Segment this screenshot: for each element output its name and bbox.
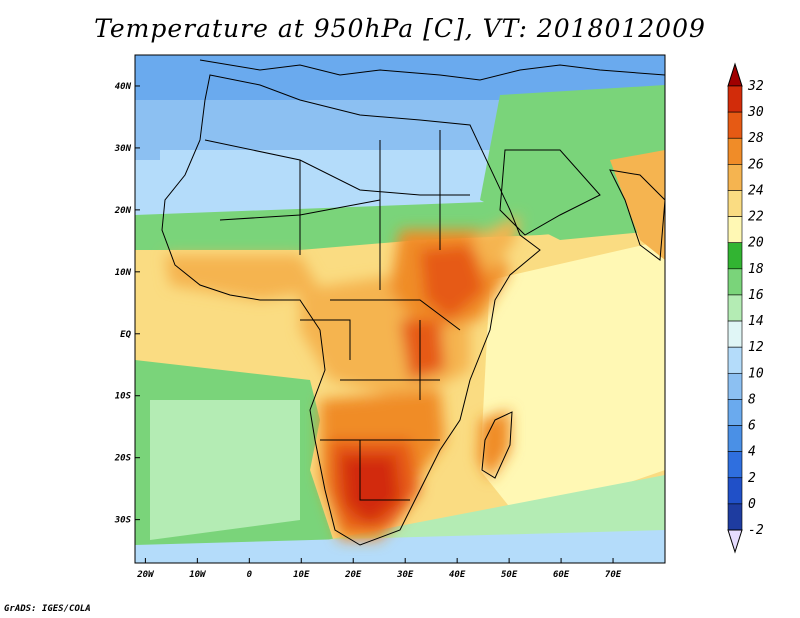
lon-tick-label-2: 0 bbox=[247, 570, 253, 580]
colorbar-label-0: -2 bbox=[748, 523, 764, 538]
colorbar-box-4 bbox=[727, 190, 743, 217]
lat-tick-label-4: EQ bbox=[120, 330, 131, 340]
colorbar-label-17: 32 bbox=[747, 79, 764, 94]
colorbar-box-9 bbox=[727, 320, 743, 348]
plot-frame bbox=[134, 54, 666, 564]
lat-tick-label-6: 20S bbox=[114, 454, 132, 464]
colorbar-label-4: 6 bbox=[748, 419, 756, 434]
colorbar-box-14 bbox=[727, 451, 743, 479]
lon-tick-label-5: 30E bbox=[396, 570, 414, 580]
colorbar-label-6: 10 bbox=[748, 366, 764, 381]
colorbar-box-16 bbox=[727, 503, 743, 531]
blob-great-lakes bbox=[400, 320, 445, 380]
blob-west-africa bbox=[165, 255, 320, 300]
colorbar-bottom-arrow bbox=[727, 529, 743, 554]
band-sahel bbox=[135, 175, 665, 260]
colorbar-top-arrow bbox=[727, 62, 743, 87]
colorbar-box-5 bbox=[727, 216, 743, 244]
blob-kalahari-core bbox=[340, 455, 400, 525]
border-6 bbox=[330, 299, 461, 331]
colorbar-label-2: 2 bbox=[748, 471, 756, 486]
lon-tick-label-4: 20E bbox=[344, 570, 362, 580]
coastlines bbox=[161, 59, 665, 546]
credit-text: GrADS: IGES/COLA bbox=[4, 604, 91, 614]
lat-tick-label-1: 30N bbox=[114, 144, 132, 154]
colorbar-label-3: 4 bbox=[748, 445, 756, 460]
band-indian-ocean bbox=[480, 240, 665, 520]
lon-tick-label-6: 40E bbox=[449, 570, 466, 580]
colorbar-label-5: 8 bbox=[748, 392, 756, 407]
colorbar-label-12: 22 bbox=[748, 210, 764, 225]
lon-tick-label-3: 10E bbox=[293, 570, 310, 580]
band-sahara-west bbox=[135, 160, 220, 230]
blob-madagascar bbox=[478, 410, 510, 480]
colorbar-box-13 bbox=[727, 425, 743, 452]
colorbar-label-10: 18 bbox=[748, 262, 764, 277]
colorbar-label-11: 20 bbox=[748, 236, 764, 251]
lat-tick-label-5: 10S bbox=[115, 392, 132, 402]
border-9 bbox=[359, 440, 410, 501]
colorbar-label-16: 30 bbox=[747, 105, 764, 120]
colorbar-label-9: 16 bbox=[748, 288, 764, 303]
lon-tick-label-9: 70E bbox=[605, 570, 622, 580]
band-arabia bbox=[480, 85, 665, 240]
lat-tick-label-2: 20N bbox=[114, 206, 132, 216]
india-coastline bbox=[609, 169, 665, 261]
blob-ethiopia bbox=[420, 245, 485, 320]
colorbar-box-11 bbox=[727, 372, 743, 400]
lon-tick-label-0: 20W bbox=[136, 570, 155, 580]
band-southern-ocean-edge bbox=[135, 530, 665, 563]
colorbar-label-14: 26 bbox=[748, 157, 764, 172]
border-10 bbox=[300, 319, 351, 360]
lon-tick-label-8: 60E bbox=[553, 570, 570, 580]
blob-horn bbox=[470, 215, 520, 275]
colorbar-box-6 bbox=[727, 242, 743, 270]
chart-title: Temperature at 950hPa [C], VT: 201801200… bbox=[94, 14, 706, 43]
colorbar-box-1 bbox=[727, 111, 743, 139]
lat-tick-label-0: 40N bbox=[115, 82, 132, 92]
colorbar-box-0 bbox=[727, 85, 743, 113]
colorbar-label-13: 24 bbox=[748, 183, 764, 198]
colorbar-box-3 bbox=[727, 164, 743, 191]
band-south-atlantic-inner bbox=[150, 400, 300, 540]
madagascar-coastline bbox=[481, 411, 513, 479]
lat-tick-label-7: 30S bbox=[114, 516, 132, 526]
latitude-axis: 40N 30N 20N 10N EQ 10S 20S 30S bbox=[114, 82, 140, 526]
colorbar-label-1: 0 bbox=[748, 497, 756, 512]
band-india bbox=[610, 150, 665, 260]
colorbar-label-15: 28 bbox=[748, 131, 764, 146]
border-5 bbox=[219, 199, 381, 221]
border-1 bbox=[204, 139, 470, 196]
colorbar-label-8: 14 bbox=[748, 314, 764, 329]
europe-coastline bbox=[199, 59, 665, 81]
colorbar-box-2 bbox=[727, 137, 743, 165]
lon-tick-label-7: 50E bbox=[501, 570, 518, 580]
longitude-axis: 20W 10W 0 10E 20E 30E 40E 50E 60E 70E bbox=[136, 558, 622, 580]
colorbar-box-8 bbox=[727, 294, 743, 322]
colorbar-box-10 bbox=[727, 346, 743, 374]
colorbar-label-7: 12 bbox=[748, 340, 764, 355]
lat-tick-label-3: 10N bbox=[115, 268, 132, 278]
lon-tick-label-1: 10W bbox=[189, 570, 207, 580]
colorbar-box-15 bbox=[727, 477, 743, 505]
arabia-coastline bbox=[499, 149, 601, 236]
colorbar-box-7 bbox=[727, 268, 743, 296]
colorbar-box-12 bbox=[727, 399, 743, 426]
temperature-field bbox=[135, 55, 665, 563]
africa-coastline bbox=[161, 74, 541, 546]
